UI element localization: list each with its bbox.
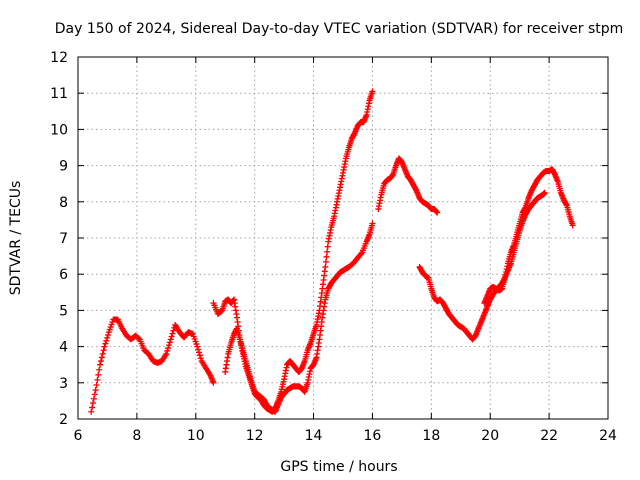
data-point — [94, 376, 101, 383]
data-point — [105, 332, 112, 339]
y-tick-label: 7 — [59, 231, 68, 247]
data-point — [195, 346, 202, 353]
data-point — [92, 387, 99, 394]
x-tick-label: 22 — [540, 428, 558, 444]
data-point — [322, 263, 329, 270]
data-point — [101, 343, 108, 350]
data-point — [95, 371, 102, 378]
x-axis-label: GPS time / hours — [280, 459, 397, 475]
data-point — [90, 400, 97, 407]
data-point — [358, 250, 365, 257]
data-point — [93, 381, 100, 388]
data-point — [170, 327, 177, 334]
data-point — [89, 404, 96, 411]
y-tick-label: 11 — [50, 86, 68, 102]
x-tick-label: 10 — [187, 428, 205, 444]
grid-lines — [78, 57, 608, 419]
x-tick-label: 12 — [246, 428, 264, 444]
x-tick-label: 24 — [599, 428, 617, 444]
data-point — [323, 253, 330, 260]
x-tick-label: 18 — [422, 428, 440, 444]
data-point — [369, 88, 376, 95]
data-point — [163, 350, 170, 357]
data-point — [88, 408, 95, 415]
data-point — [100, 347, 107, 354]
data-point — [197, 355, 204, 362]
data-point — [98, 354, 105, 361]
data-point — [102, 340, 109, 347]
data-point — [97, 361, 104, 368]
data-point — [369, 220, 376, 227]
data-points — [88, 88, 576, 415]
x-tick-label: 6 — [74, 428, 83, 444]
data-point — [322, 258, 329, 265]
data-point — [569, 222, 576, 229]
data-point — [91, 391, 98, 398]
axis-ticks: 6 8 10 12 14 16 18 20 22 24 2 3 4 5 6 7 8 9 10 11 12 — [50, 50, 617, 444]
data-point — [165, 342, 172, 349]
data-point — [90, 395, 97, 402]
x-tick-label: 8 — [132, 428, 141, 444]
y-axis-label: SDTVAR / TECUs — [8, 181, 24, 296]
y-tick-label: 3 — [59, 376, 68, 392]
y-tick-label: 5 — [59, 303, 68, 319]
y-tick-label: 6 — [59, 267, 68, 283]
data-point — [169, 330, 176, 337]
data-point — [194, 343, 201, 350]
x-tick-label: 20 — [481, 428, 499, 444]
y-tick-label: 2 — [59, 412, 68, 428]
y-tick-label: 4 — [59, 340, 68, 356]
data-point — [96, 366, 103, 373]
data-point — [166, 339, 173, 346]
y-tick-label: 10 — [50, 122, 68, 138]
data-point — [97, 358, 104, 365]
y-tick-label: 8 — [59, 195, 68, 211]
data-point — [104, 334, 111, 341]
y-tick-label: 12 — [50, 50, 68, 66]
data-point — [210, 379, 217, 386]
data-point — [196, 352, 203, 359]
data-point — [167, 336, 174, 343]
y-tick-label: 9 — [59, 159, 68, 175]
data-point — [168, 333, 175, 340]
data-point — [541, 189, 548, 196]
x-tick-label: 16 — [364, 428, 382, 444]
data-point — [103, 337, 110, 344]
data-point — [165, 345, 172, 352]
chart-title: Day 150 of 2024, Sidereal Day-to-day VTE… — [55, 21, 624, 37]
x-tick-label: 14 — [305, 428, 323, 444]
data-point — [324, 243, 331, 250]
data-point — [99, 350, 106, 357]
data-point — [324, 248, 331, 255]
data-point — [434, 209, 441, 216]
data-point — [196, 349, 203, 356]
data-point — [164, 347, 171, 354]
